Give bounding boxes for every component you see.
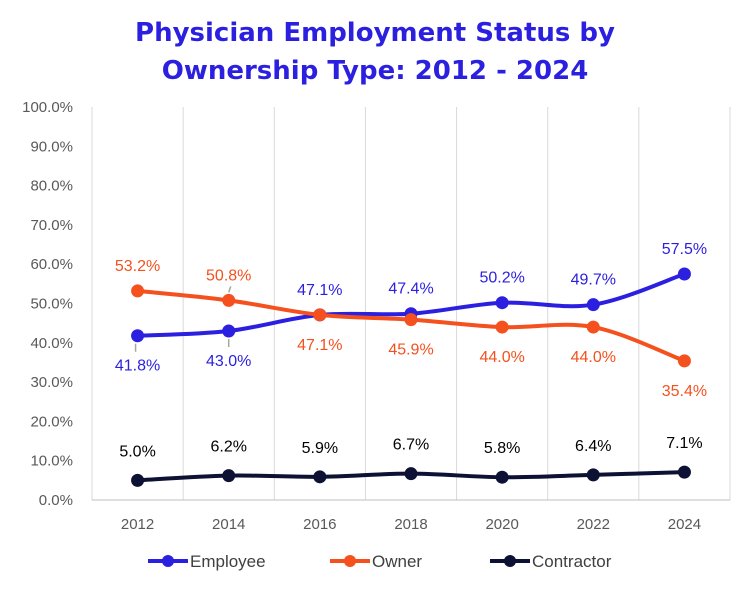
x-tick-label: 2016 [303,516,336,533]
owner-legend-label: Owner [372,552,422,571]
contractor-point [495,470,509,484]
owner-data-label: 35.4% [662,383,707,400]
contractor-legend-label: Contractor [532,552,612,571]
owner-point [677,354,691,368]
contractor-data-label: 5.0% [119,443,155,460]
contractor-data-label: 6.7% [393,437,429,454]
x-tick-label: 2018 [394,516,427,533]
contractor-data-label: 7.1% [666,435,702,452]
contractor-data-label: 5.8% [484,440,520,457]
contractor-point [313,470,327,484]
employee-point [495,296,509,310]
owner-point [404,313,418,327]
employee-data-label: 47.4% [388,281,433,298]
owner-point [313,308,327,322]
contractor-point [404,467,418,481]
employee-data-label: 50.2% [479,270,524,287]
chart-title-line-2: Ownership Type: 2012 - 2024 [161,56,589,86]
owner-data-label: 50.8% [206,267,251,284]
owner-data-label: 45.9% [388,342,433,359]
y-tick-label: 10.0% [30,453,73,470]
employee-point [131,329,145,343]
employee-point [586,298,600,312]
contractor-point [131,473,145,487]
contractor-point [222,469,236,483]
employee-legend-label: Employee [190,552,266,571]
contractor-point [677,465,691,479]
owner-data-label: 44.0% [571,349,616,366]
y-tick-label: 0.0% [39,492,73,509]
y-tick-label: 50.0% [30,296,73,313]
employee-point [222,324,236,338]
employee-legend-swatch-marker [162,555,174,567]
employee-data-label: 43.0% [206,353,251,370]
y-tick-label: 60.0% [30,256,73,273]
owner-legend-swatch-marker [344,555,356,567]
owner-data-label: 53.2% [115,258,160,275]
contractor-data-label: 6.4% [575,438,611,455]
employee-point [677,267,691,281]
contractor-point [586,468,600,482]
owner-leader-line [228,286,232,293]
owner-data-label: 47.1% [297,337,342,354]
x-tick-label: 2014 [212,516,245,533]
y-tick-label: 40.0% [30,335,73,352]
owner-point [586,320,600,334]
employee-data-label: 47.1% [297,282,342,299]
contractor-data-label: 5.9% [302,440,338,457]
owner-point [222,293,236,307]
y-tick-label: 20.0% [30,413,73,430]
y-tick-label: 80.0% [30,178,73,195]
owner-data-label: 44.0% [479,349,524,366]
employee-data-label: 41.8% [115,358,160,375]
y-tick-label: 70.0% [30,217,73,234]
employee-data-label: 49.7% [571,272,616,289]
owner-point [131,284,145,298]
x-tick-label: 2012 [121,516,154,533]
x-tick-label: 2022 [577,516,610,533]
contractor-data-label: 6.2% [210,439,246,456]
employee-data-label: 57.5% [662,241,707,258]
contractor-legend-swatch-marker [504,555,516,567]
x-tick-label: 2024 [668,516,701,533]
y-tick-label: 30.0% [30,374,73,391]
y-tick-label: 100.0% [22,99,73,116]
chart-title-line-1: Physician Employment Status by [135,18,615,48]
owner-point [495,320,509,334]
y-tick-label: 90.0% [30,138,73,155]
chart-title: Physician Employment Status by Ownership… [0,14,750,90]
x-tick-label: 2020 [485,516,518,533]
